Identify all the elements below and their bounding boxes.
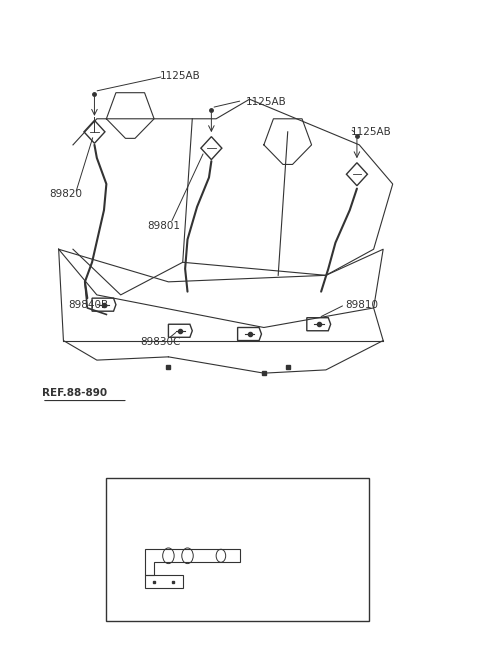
Text: 89840B: 89840B bbox=[68, 300, 108, 310]
Text: 1125AB: 1125AB bbox=[160, 71, 201, 81]
Text: 89830C: 89830C bbox=[140, 337, 180, 347]
Text: 89801: 89801 bbox=[147, 221, 180, 231]
Text: 89820: 89820 bbox=[49, 189, 82, 199]
Text: REF.88-890: REF.88-890 bbox=[42, 388, 107, 398]
Bar bbox=[107, 477, 369, 621]
Text: 89810: 89810 bbox=[345, 300, 378, 310]
Text: 1125AB: 1125AB bbox=[246, 98, 287, 107]
Text: 89833B: 89833B bbox=[183, 502, 223, 512]
Text: 89833A: 89833A bbox=[183, 489, 223, 499]
Text: 1125AB: 1125AB bbox=[351, 127, 392, 137]
